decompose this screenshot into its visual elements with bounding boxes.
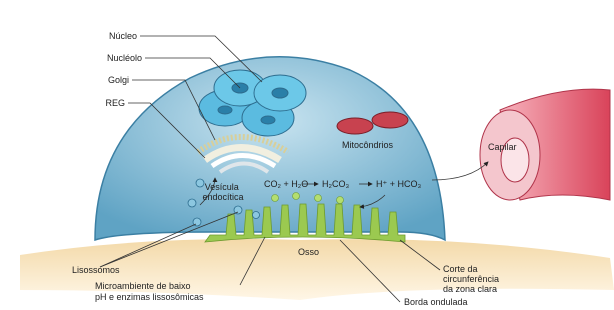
label: Microambiente de baixo pH e enzimas liss… [95, 281, 204, 302]
vesicles [187, 178, 260, 227]
golgi [196, 134, 290, 174]
label: Lisossomos [72, 265, 120, 275]
label: Nucléolo [107, 53, 142, 63]
label: Corte da circunferência da zona clara [443, 264, 502, 294]
acid-vesicles [271, 192, 344, 204]
bone [20, 239, 614, 300]
cell [94, 56, 446, 242]
label-line: da zona clara [443, 284, 497, 294]
label: REG [105, 98, 125, 108]
arrows [199, 161, 489, 209]
equation: CO₂ + H₂O [264, 179, 308, 189]
capillary [479, 88, 611, 201]
label-line: circunferência [443, 274, 499, 284]
mitochondria [336, 111, 409, 135]
label-line: pH e enzimas lissosômicas [95, 292, 204, 302]
label-line: Vesícula [205, 182, 239, 192]
label: Golgi [108, 75, 129, 85]
label: Osso [298, 247, 319, 257]
ruffled-border [204, 203, 406, 243]
label: Capilar [488, 142, 517, 152]
label-line: Corte da [443, 264, 478, 274]
labels: Núcleo Nucléolo Golgi REG Mitocôndrios C… [72, 31, 517, 307]
nuclei [198, 69, 307, 137]
equation: H₂CO₃ [322, 179, 349, 189]
label: Vesícula endocítica [202, 182, 243, 202]
label-line: endocítica [202, 192, 243, 202]
label-line: Microambiente de baixo [95, 281, 191, 291]
equation: H⁺ + HCO₃ [376, 179, 422, 189]
label: Mitocôndrios [342, 140, 394, 150]
label: Borda ondulada [404, 297, 468, 307]
label: Núcleo [109, 31, 137, 41]
leader-lines [99, 35, 441, 303]
